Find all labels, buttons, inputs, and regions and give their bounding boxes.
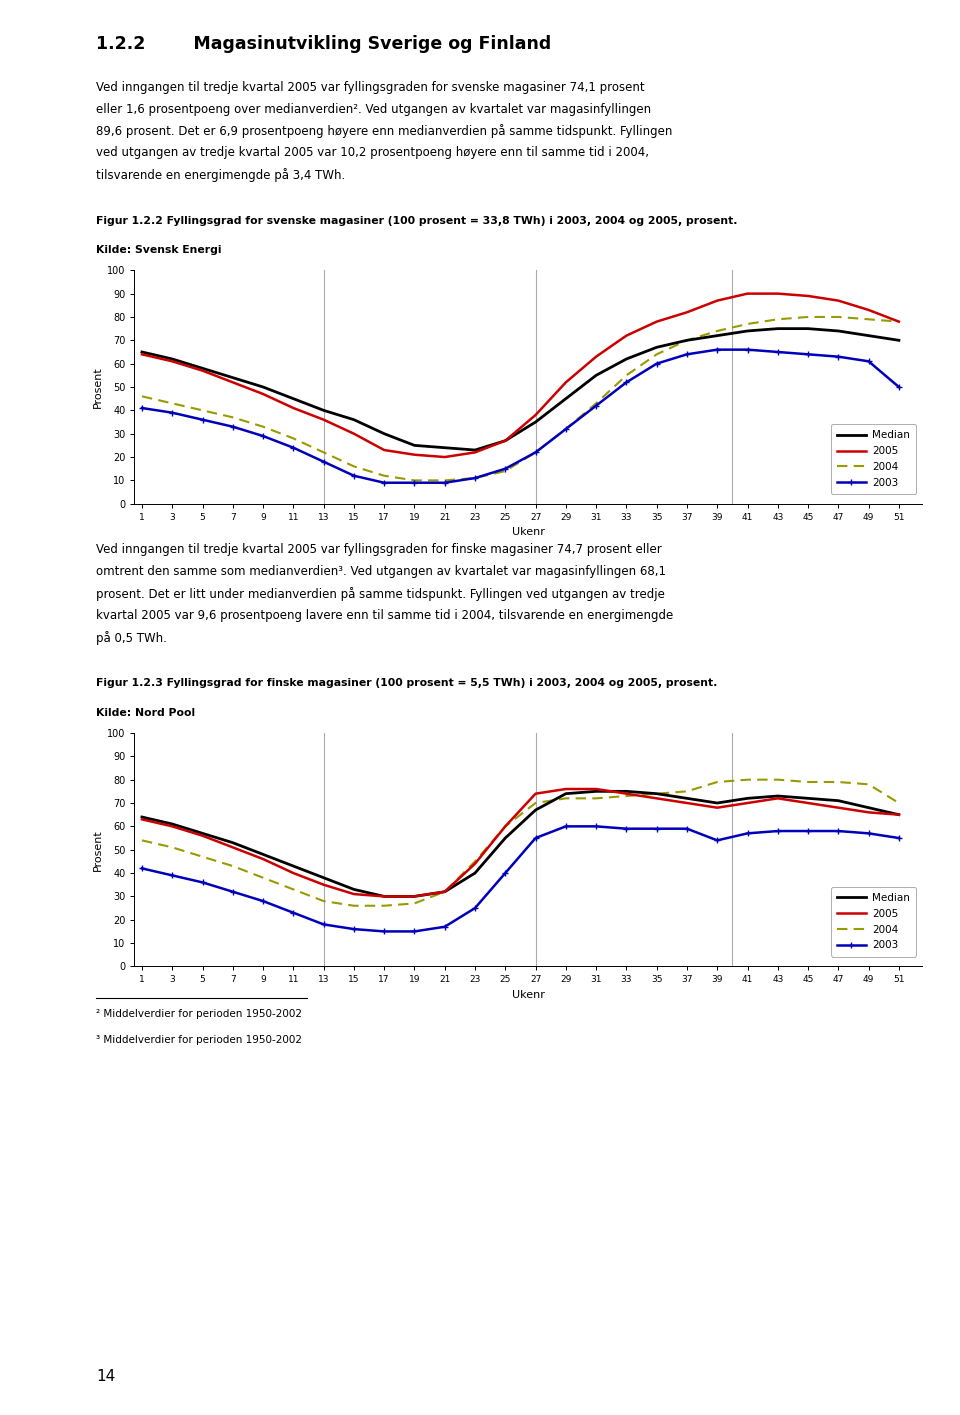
Text: ² Middelverdier for perioden 1950-2002: ² Middelverdier for perioden 1950-2002	[96, 1009, 302, 1019]
Text: ³ Middelverdier for perioden 1950-2002: ³ Middelverdier for perioden 1950-2002	[96, 1036, 302, 1046]
Text: ved utgangen av tredje kvartal 2005 var 10,2 prosentpoeng høyere enn til samme t: ved utgangen av tredje kvartal 2005 var …	[96, 147, 649, 160]
Text: Kilde: Svensk Energi: Kilde: Svensk Energi	[96, 245, 222, 255]
Text: kvartal 2005 var 9,6 prosentpoeng lavere enn til samme tid i 2004, tilsvarende e: kvartal 2005 var 9,6 prosentpoeng lavere…	[96, 610, 673, 623]
X-axis label: Ukenr: Ukenr	[512, 990, 544, 1000]
Legend: Median, 2005, 2004, 2003: Median, 2005, 2004, 2003	[830, 424, 917, 494]
Text: Figur 1.2.3 Fyllingsgrad for finske magasiner (100 prosent = 5,5 TWh) i 2003, 20: Figur 1.2.3 Fyllingsgrad for finske maga…	[96, 679, 717, 689]
Legend: Median, 2005, 2004, 2003: Median, 2005, 2004, 2003	[830, 887, 917, 957]
Text: Kilde: Nord Pool: Kilde: Nord Pool	[96, 708, 195, 717]
X-axis label: Ukenr: Ukenr	[512, 528, 544, 538]
Text: Ved inngangen til tredje kvartal 2005 var fyllingsgraden for svenske magasiner 7: Ved inngangen til tredje kvartal 2005 va…	[96, 81, 644, 93]
Text: 89,6 prosent. Det er 6,9 prosentpoeng høyere enn medianverdien på samme tidspunk: 89,6 prosent. Det er 6,9 prosentpoeng hø…	[96, 125, 672, 139]
Text: 14: 14	[96, 1368, 115, 1384]
Text: tilsvarende en energimengde på 3,4 TWh.: tilsvarende en energimengde på 3,4 TWh.	[96, 168, 346, 183]
Text: 1.2.2        Magasinutvikling Sverige og Finland: 1.2.2 Magasinutvikling Sverige og Finlan…	[96, 35, 551, 54]
Text: omtrent den samme som medianverdien³. Ved utgangen av kvartalet var magasinfylli: omtrent den samme som medianverdien³. Ve…	[96, 566, 666, 579]
Text: Ved inngangen til tredje kvartal 2005 var fyllingsgraden for finske magasiner 74: Ved inngangen til tredje kvartal 2005 va…	[96, 543, 661, 556]
Text: på 0,5 TWh.: på 0,5 TWh.	[96, 631, 167, 645]
Text: Figur 1.2.2 Fyllingsgrad for svenske magasiner (100 prosent = 33,8 TWh) i 2003, : Figur 1.2.2 Fyllingsgrad for svenske mag…	[96, 216, 737, 226]
Text: eller 1,6 prosentpoeng over medianverdien². Ved utgangen av kvartalet var magasi: eller 1,6 prosentpoeng over medianverdie…	[96, 103, 651, 116]
Y-axis label: Prosent: Prosent	[93, 366, 103, 408]
Y-axis label: Prosent: Prosent	[93, 829, 103, 870]
Text: prosent. Det er litt under medianverdien på samme tidspunkt. Fyllingen ved utgan: prosent. Det er litt under medianverdien…	[96, 587, 665, 601]
